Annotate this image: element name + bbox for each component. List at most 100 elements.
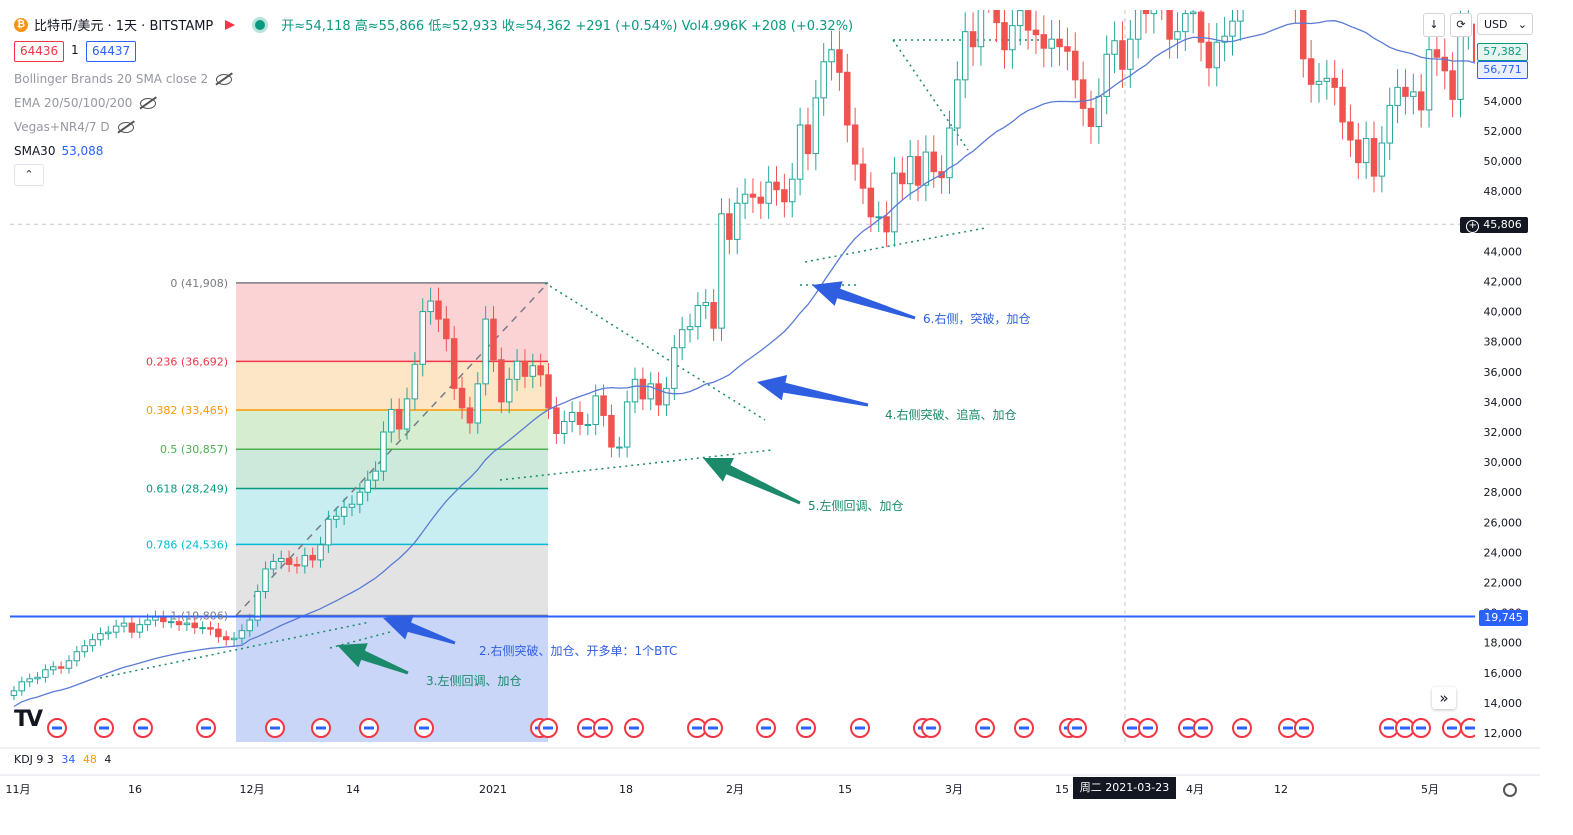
scroll-to-latest-button[interactable]: » xyxy=(1432,687,1456,709)
indicator-vegas[interactable]: Vegas+NR4/7 D xyxy=(14,120,134,134)
candle[interactable] xyxy=(1307,58,1315,85)
candle[interactable] xyxy=(969,31,977,48)
candle[interactable] xyxy=(1072,50,1079,81)
candle[interactable] xyxy=(694,305,702,328)
candle[interactable] xyxy=(828,49,835,63)
trend-line[interactable] xyxy=(804,227,986,263)
candle[interactable] xyxy=(1119,40,1126,70)
bid-price[interactable]: 64436 xyxy=(14,41,65,62)
candle[interactable] xyxy=(592,395,599,425)
candle[interactable] xyxy=(1362,138,1370,164)
candle[interactable] xyxy=(1472,23,1479,63)
candle[interactable] xyxy=(152,616,159,621)
candle[interactable] xyxy=(608,414,615,448)
candle[interactable] xyxy=(671,347,678,389)
candle[interactable] xyxy=(1134,8,1142,40)
candle[interactable] xyxy=(741,193,749,204)
candle[interactable] xyxy=(411,363,419,400)
candle[interactable] xyxy=(749,193,757,198)
candle[interactable] xyxy=(1378,142,1386,177)
candle[interactable] xyxy=(773,181,780,191)
candle[interactable] xyxy=(1386,104,1393,144)
candle[interactable] xyxy=(820,61,827,99)
candle[interactable] xyxy=(1331,77,1338,88)
eye-off-icon[interactable] xyxy=(216,73,233,85)
candle[interactable] xyxy=(733,202,741,240)
candle[interactable] xyxy=(144,619,151,626)
candle[interactable] xyxy=(655,383,662,406)
candle[interactable] xyxy=(961,31,969,81)
candle[interactable] xyxy=(1323,77,1331,82)
candle[interactable] xyxy=(246,619,254,632)
candle[interactable] xyxy=(49,666,57,671)
candle[interactable] xyxy=(812,97,820,155)
candle[interactable] xyxy=(333,515,340,520)
candle[interactable] xyxy=(105,631,112,635)
refresh-button[interactable]: ⟳ xyxy=(1450,13,1472,37)
candle[interactable] xyxy=(1064,46,1071,52)
candle[interactable] xyxy=(1449,70,1456,100)
kdj-indicator[interactable]: KDJ 9 3 34 48 4 xyxy=(14,753,111,766)
candle[interactable] xyxy=(891,172,898,233)
candle[interactable] xyxy=(702,302,710,307)
candle[interactable] xyxy=(1087,107,1095,127)
candle[interactable] xyxy=(403,398,411,430)
candle[interactable] xyxy=(883,216,890,233)
candle[interactable] xyxy=(42,669,49,678)
sma30-line[interactable] xyxy=(13,20,1484,708)
candle[interactable] xyxy=(97,633,104,641)
candle[interactable] xyxy=(1339,86,1346,123)
candle[interactable] xyxy=(1166,0,1173,40)
candle[interactable] xyxy=(199,627,206,630)
candle[interactable] xyxy=(356,491,364,505)
candle[interactable] xyxy=(946,127,953,179)
candle[interactable] xyxy=(710,302,717,329)
settings-icon[interactable] xyxy=(1503,783,1517,797)
candle[interactable] xyxy=(1142,8,1150,15)
candle[interactable] xyxy=(875,216,882,219)
candle[interactable] xyxy=(1293,0,1299,3)
candle[interactable] xyxy=(757,196,765,204)
candle[interactable] xyxy=(270,560,277,570)
candle[interactable] xyxy=(490,318,497,361)
candle[interactable] xyxy=(458,387,466,409)
candle[interactable] xyxy=(1347,121,1354,141)
candle[interactable] xyxy=(631,378,639,403)
candle[interactable] xyxy=(1150,0,1158,15)
candle[interactable] xyxy=(1001,22,1008,51)
candle[interactable] xyxy=(1103,53,1110,97)
candle[interactable] xyxy=(285,557,293,565)
candle[interactable] xyxy=(128,622,136,633)
candle[interactable] xyxy=(1016,10,1024,27)
candle[interactable] xyxy=(325,518,332,546)
candle[interactable] xyxy=(395,408,403,430)
candle[interactable] xyxy=(348,503,356,508)
candle[interactable] xyxy=(81,645,88,653)
candle[interactable] xyxy=(1457,29,1464,100)
candle[interactable] xyxy=(372,470,379,481)
candle[interactable] xyxy=(899,172,906,185)
eye-off-icon[interactable] xyxy=(117,121,134,133)
flag-icon[interactable] xyxy=(225,19,236,30)
candle[interactable] xyxy=(254,591,261,621)
candle[interactable] xyxy=(993,0,1000,24)
collapse-legend-button[interactable]: ⌃ xyxy=(14,164,44,186)
candle[interactable] xyxy=(1299,3,1307,60)
candle[interactable] xyxy=(1095,95,1103,127)
candle[interactable] xyxy=(851,124,859,165)
candle[interactable] xyxy=(788,178,796,203)
candle[interactable] xyxy=(930,151,938,173)
candle[interactable] xyxy=(435,300,442,320)
candle[interactable] xyxy=(663,387,670,406)
candle[interactable] xyxy=(1441,56,1449,72)
candle[interactable] xyxy=(1213,41,1221,69)
candle[interactable] xyxy=(1197,11,1205,43)
candle[interactable] xyxy=(576,411,584,425)
candle[interactable] xyxy=(1182,13,1189,33)
candle[interactable] xyxy=(796,124,804,180)
candle[interactable] xyxy=(498,359,505,403)
currency-select[interactable]: USD ⌄ xyxy=(1477,13,1533,35)
candle[interactable] xyxy=(718,213,725,329)
candle[interactable] xyxy=(89,639,96,647)
candle[interactable] xyxy=(466,407,474,424)
